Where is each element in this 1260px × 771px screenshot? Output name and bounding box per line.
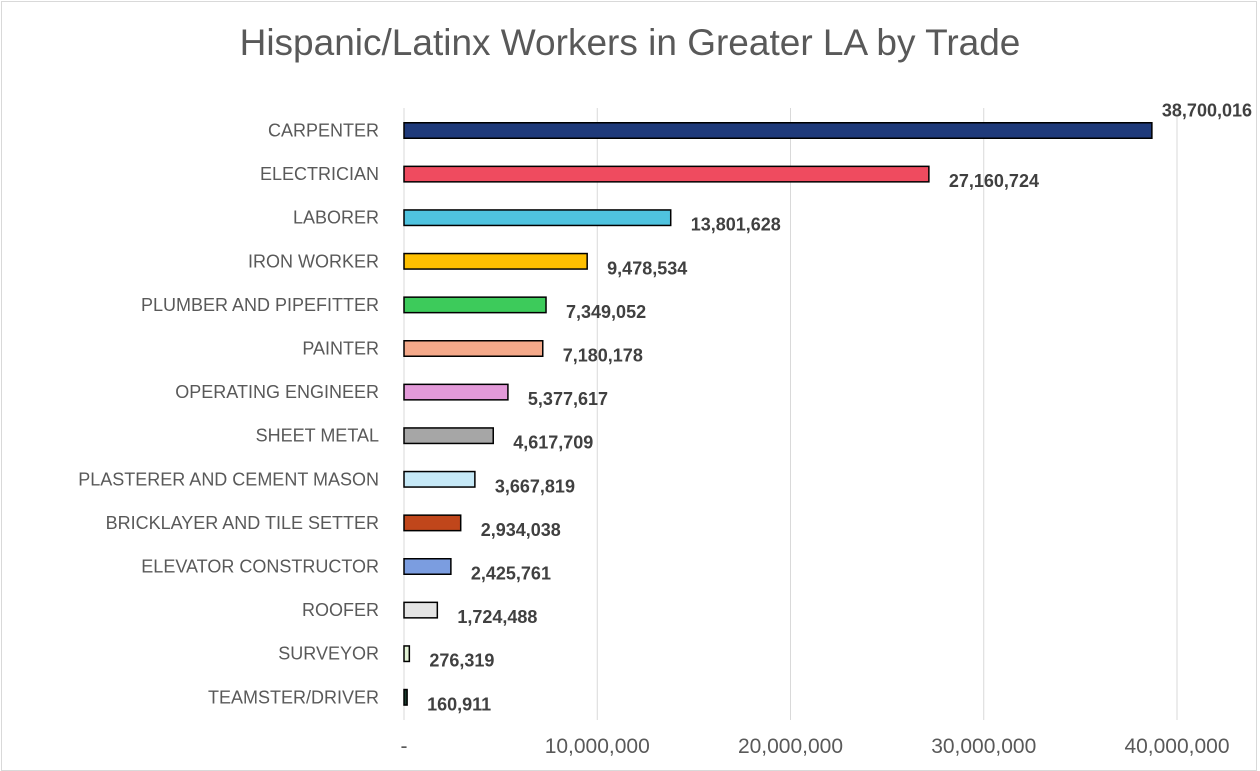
category-label: PLUMBER AND PIPEFITTER [141, 295, 379, 315]
data-label: 13,801,628 [691, 215, 781, 235]
value-labels: 38,700,016 27,160,724 13,801,628 9,478,534 7… [427, 101, 1252, 715]
category-label: ROOFER [302, 600, 379, 620]
bar [403, 427, 494, 445]
category-label: CARPENTER [268, 121, 379, 141]
bar [403, 601, 439, 619]
bar [403, 383, 509, 401]
data-label: 2,934,038 [481, 520, 561, 540]
x-tick-label: 40,000,000 [1124, 735, 1229, 758]
category-label: ELEVATOR CONSTRUCTOR [141, 557, 379, 577]
bar [403, 688, 408, 706]
bar [403, 340, 544, 357]
category-labels: CARPENTER ELECTRICIAN LABORER IRON WORKER PL… [78, 121, 379, 708]
category-label: SURVEYOR [278, 644, 379, 664]
data-label: 7,180,178 [563, 346, 643, 366]
data-label: 2,425,761 [471, 564, 551, 584]
category-label: IRON WORKER [248, 251, 379, 271]
bar [403, 122, 1153, 139]
x-tick-labels: - 10,000,000 20,000,000 30,000,000 40,000,00… [401, 735, 1230, 758]
x-tick-label: 20,000,000 [738, 735, 843, 758]
category-label: SHEET METAL [256, 426, 379, 446]
x-tick-label: 30,000,000 [931, 735, 1036, 758]
category-label: PAINTER [302, 339, 379, 359]
category-label: ELECTRICIAN [260, 164, 379, 184]
data-label: 9,478,534 [607, 258, 687, 278]
x-tick-label: 10,000,000 [545, 735, 650, 758]
data-label: 38,700,016 [1162, 101, 1252, 121]
bar [403, 252, 588, 270]
category-label: BRICKLAYER AND TILE SETTER [106, 513, 379, 533]
bar [403, 558, 452, 575]
category-label: LABORER [293, 208, 379, 228]
category-label: TEAMSTER/DRIVER [208, 687, 379, 707]
bar [403, 514, 462, 532]
data-label: 5,377,617 [528, 389, 608, 409]
data-label: 7,349,052 [566, 302, 646, 322]
data-label: 4,617,709 [513, 433, 593, 453]
category-label: OPERATING ENGINEER [175, 382, 379, 402]
data-label: 27,160,724 [949, 171, 1039, 191]
category-label: PLASTERER AND CEMENT MASON [78, 469, 379, 489]
chart-title: Hispanic/Latinx Workers in Greater LA by… [239, 22, 1021, 63]
bar [403, 209, 672, 227]
x-tick-label: - [401, 735, 408, 758]
data-label: 1,724,488 [457, 607, 537, 627]
bar [403, 645, 411, 663]
data-label: 160,911 [427, 694, 491, 714]
bar [403, 165, 930, 183]
gridlines [403, 108, 1178, 720]
bar [403, 470, 476, 488]
data-label: 3,667,819 [495, 476, 575, 496]
data-label: 276,319 [429, 651, 494, 671]
bars [403, 122, 1153, 706]
bar [403, 296, 547, 314]
